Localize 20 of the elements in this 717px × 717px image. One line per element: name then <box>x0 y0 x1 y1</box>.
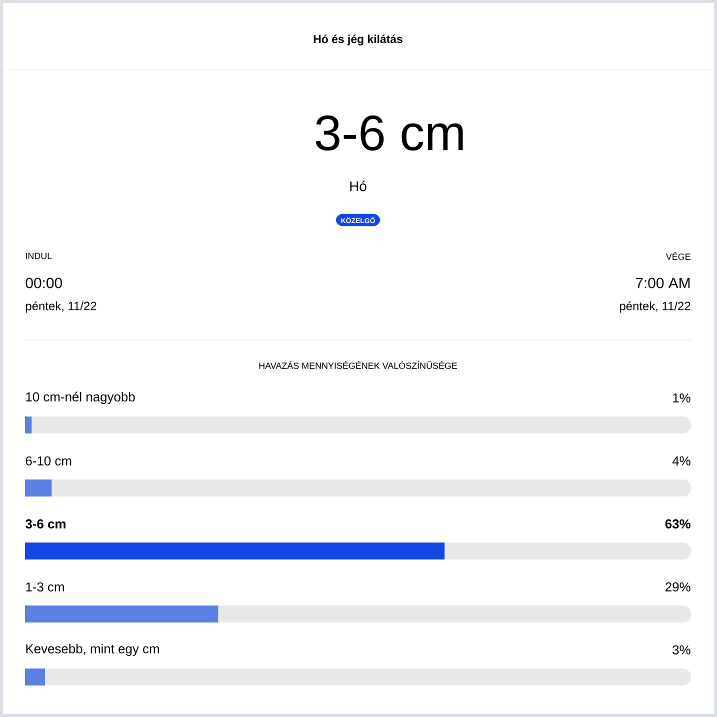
text: péntek, 11/22 <box>26 301 96 313</box>
data-label: 3% <box>672 645 690 654</box>
data-label: 1% <box>673 393 690 402</box>
y-tick-label: Kevesebb, mint egy cm <box>26 644 159 656</box>
data-label: 4% <box>672 456 690 466</box>
text: 3-6 cm <box>316 115 463 151</box>
text: 7:00 AM <box>636 278 690 288</box>
data-label: 29% <box>666 582 690 592</box>
chart-title: Hó és jég kilátás <box>314 34 402 46</box>
text: Hó <box>350 180 366 192</box>
text: INDUL <box>26 252 52 260</box>
text: VÉGE <box>666 252 690 260</box>
text: 00:00 <box>26 278 62 288</box>
y-tick-label: 3-6 cm <box>25 519 66 528</box>
data-label: 63% <box>665 519 690 528</box>
y-tick-label: 6-10 cm <box>26 456 72 466</box>
text: péntek, 11/22 <box>620 301 690 313</box>
chart-subtitle: HAVAZÁS MENNYISÉGÉNEK VALÓSZÍNŰSÉGE <box>259 361 458 369</box>
y-tick-label: 1-3 cm <box>26 582 64 592</box>
y-tick-label: 10 cm-nél nagyobb <box>26 392 135 404</box>
